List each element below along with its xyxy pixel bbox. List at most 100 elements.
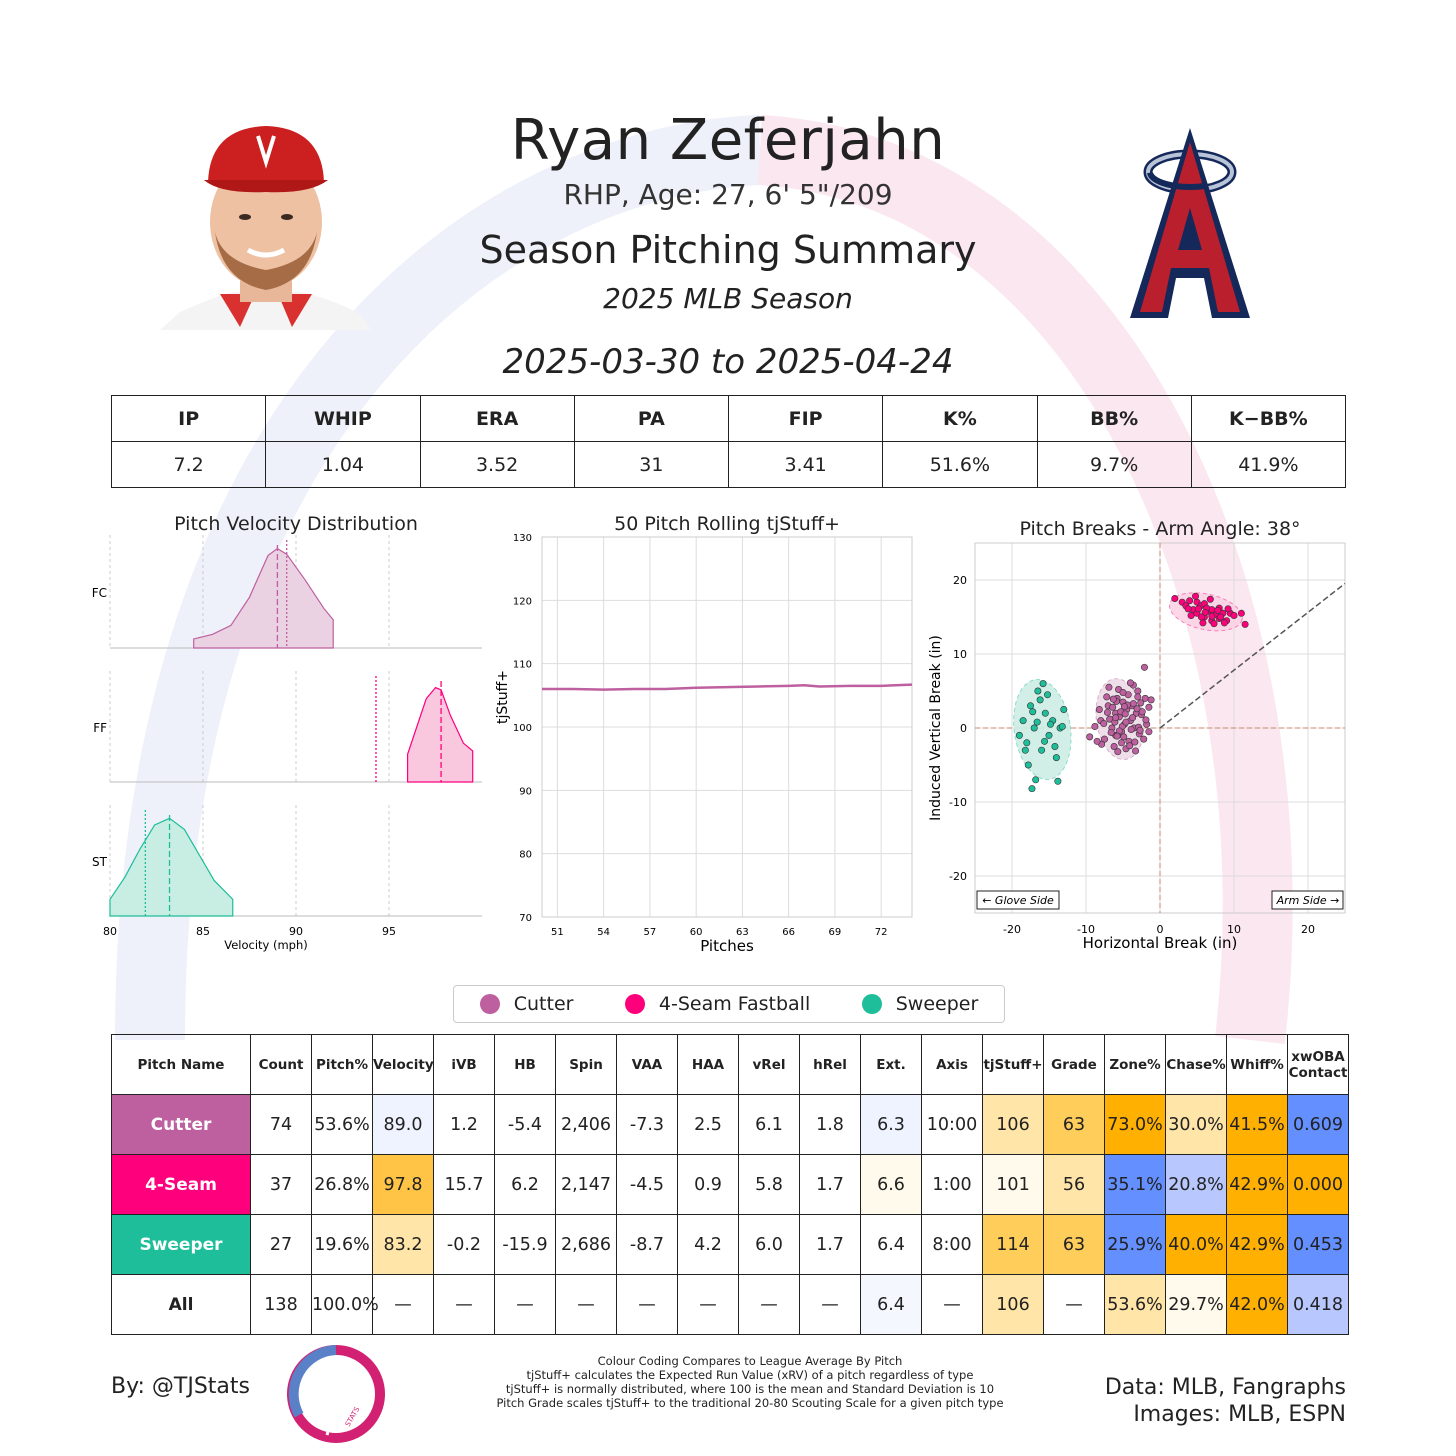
note-line: Colour Coding Compares to League Average… <box>597 1354 903 1368</box>
table-cell: — <box>677 1274 739 1335</box>
point-4-seam-fastball <box>1208 612 1216 620</box>
tick-label: 120 <box>513 596 532 607</box>
column-header: Zone% <box>1104 1034 1166 1095</box>
y-axis-label: Induced Vertical Break (in) <box>928 635 944 821</box>
data-source: Data: MLB, Fangraphs <box>1104 1375 1346 1400</box>
legend-label: Sweeper <box>895 993 979 1015</box>
table-cell: — <box>799 1274 861 1335</box>
tick-label: 70 <box>519 913 532 924</box>
table-cell: -7.3 <box>616 1094 678 1155</box>
point-cutter <box>1142 716 1150 724</box>
table-cell: 97.8 <box>372 1154 434 1215</box>
table-cell: 0.453 <box>1287 1214 1349 1275</box>
point-cutter <box>1100 720 1108 728</box>
point-sweeper <box>1019 717 1027 725</box>
table-cell: 2,406 <box>555 1094 617 1155</box>
point-cutter <box>1118 739 1126 747</box>
table-cell: 53.6% <box>1104 1274 1166 1335</box>
column-header: vRel <box>738 1034 800 1095</box>
y-axis-label: tjStuff+ <box>495 670 511 724</box>
point-cutter <box>1145 728 1153 736</box>
legend-label: Cutter <box>513 993 574 1015</box>
point-cutter <box>1126 679 1134 687</box>
tick-label: 20 <box>953 574 967 587</box>
point-sweeper <box>1046 720 1054 728</box>
column-header: Ext. <box>860 1034 922 1095</box>
legend-item-cutter: Cutter <box>479 993 574 1015</box>
note-line: tjStuff+ is normally distributed, where … <box>505 1382 995 1396</box>
annotation-box <box>1271 890 1344 910</box>
legend-marker <box>624 994 645 1014</box>
point-cutter <box>1086 733 1094 741</box>
tick-label: 80 <box>519 850 532 861</box>
tick-label: 85 <box>196 925 210 938</box>
column-header: Whiff% <box>1226 1034 1288 1095</box>
table-cell: 100.0% <box>311 1274 379 1335</box>
table-row: Cutter 74 53.6% 89.0 1.2 -5.4 2,406 -7.3 2.5 6.1 1… <box>111 1094 1349 1155</box>
point-sweeper <box>1024 761 1032 769</box>
pitch-name-cell: 4-Seam <box>111 1154 251 1215</box>
stat-value: 31 <box>573 441 730 488</box>
table-cell: -4.5 <box>616 1154 678 1215</box>
table-cell: 106 <box>982 1274 1044 1335</box>
point-4-seam-fastball <box>1241 620 1249 628</box>
point-cutter <box>1095 706 1103 714</box>
table-cell: 42.9% <box>1226 1214 1288 1275</box>
table-cell: 0.418 <box>1287 1274 1349 1335</box>
pitch-label: ST <box>92 855 108 869</box>
point-cutter <box>1131 738 1139 746</box>
column-header: Pitch% <box>311 1034 373 1095</box>
point-cutter <box>1091 723 1099 731</box>
point-cutter <box>1126 742 1134 750</box>
rolling-stuff-chart: 70 80 90 100 110 120 130 51 54 57 60 63 66 69 72 Pitche… <box>495 533 913 955</box>
legend-marker <box>861 994 882 1014</box>
table-cell: 89.0 <box>372 1094 434 1155</box>
tick-label: 0 <box>1157 923 1164 936</box>
pitch-break-chart: -20 -10 0 10 20 -20 -10 0 10 20 ← Glove Side Arm Si… <box>928 542 1346 952</box>
annotation-box <box>976 890 1060 910</box>
table-cell: 0.000 <box>1287 1154 1349 1215</box>
table-cell: 10:00 <box>921 1094 983 1155</box>
table-cell: 0.609 <box>1287 1094 1349 1155</box>
point-sweeper <box>1058 723 1066 731</box>
x-axis-label: Horizontal Break (in) <box>1083 934 1238 952</box>
table-cell: 2.5 <box>677 1094 739 1155</box>
data-sources: Data: MLB, Fangraphs Images: MLB, ESPN <box>1105 1374 1346 1428</box>
point-cutter <box>1132 747 1140 755</box>
point-cutter <box>1119 688 1127 696</box>
table-cell: 114 <box>982 1214 1044 1275</box>
column-header: Pitch Name <box>111 1034 251 1095</box>
tick-label: -20 <box>1003 923 1021 936</box>
tick-label: -10 <box>949 796 967 809</box>
point-4-seam-fastball <box>1197 613 1205 621</box>
column-header: hRel <box>799 1034 861 1095</box>
table-row: Sweeper 27 19.6% 83.2 -0.2 -15.9 2,686 -8.7 4.2 6… <box>111 1214 1349 1275</box>
tick-label: -10 <box>1077 923 1095 936</box>
point-cutter <box>1140 735 1148 743</box>
point-4-seam-fastball <box>1206 595 1214 603</box>
point-sweeper <box>1039 680 1047 688</box>
point-4-seam-fastball <box>1187 612 1195 620</box>
point-sweeper <box>1033 718 1041 726</box>
table-cell: 138 <box>250 1274 312 1335</box>
point-sweeper <box>1021 746 1029 754</box>
table-cell: 42.9% <box>1226 1154 1288 1215</box>
velocity-chart-title: Pitch Velocity Distribution <box>174 513 418 535</box>
point-cutter <box>1109 695 1117 703</box>
point-cutter <box>1103 708 1111 716</box>
table-cell: 6.0 <box>738 1214 800 1275</box>
stat-header: K−BB% <box>1190 395 1347 442</box>
table-cell: 83.2 <box>372 1214 434 1275</box>
stat-header: WHIP <box>265 395 421 442</box>
point-cutter <box>1122 718 1130 726</box>
report-title: Season Pitching Summary <box>479 228 977 272</box>
pitch-metrics-table: Pitch Name Count Pitch% Velocity iVB HB Spin VA… <box>111 1034 1349 1335</box>
author-credit: By: @TJStats <box>111 1374 251 1399</box>
pitch-label: FF <box>93 721 107 735</box>
logo-text: STATS <box>344 1405 362 1428</box>
season-stats-table: IP WHIP ERA PA FIP K% BB% K−BB% 7.2 1.04… <box>110 395 1347 488</box>
table-cell: 1.7 <box>799 1214 861 1275</box>
tick-label: 57 <box>644 927 657 938</box>
note-line: tjStuff+ calculates the Expected Run Val… <box>526 1368 974 1382</box>
table-cell: 63 <box>1043 1094 1105 1155</box>
